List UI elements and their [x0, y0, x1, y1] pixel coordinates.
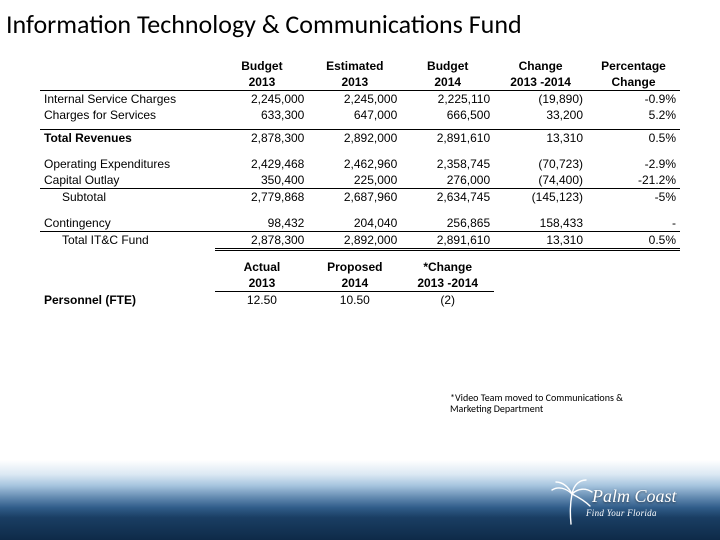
row-label: Capital Outlay [40, 172, 215, 189]
header2-row-2: 2013 2014 2013 -2014 [40, 275, 680, 292]
table-row: Contingency 98,432 204,040 256,865 158,4… [40, 215, 680, 232]
col-hdr: Proposed [308, 259, 401, 275]
col-hdr: Estimated [308, 58, 401, 74]
table-row: Capital Outlay 350,400 225,000 276,000 (… [40, 172, 680, 189]
col-hdr: Budget [401, 58, 494, 74]
col-hdr: Change [587, 74, 680, 91]
logo-slogan-text: Find Your Florida [586, 508, 657, 518]
subtotal-row: Subtotal 2,779,868 2,687,960 2,634,745 (… [40, 188, 680, 205]
row-label: Contingency [40, 215, 215, 232]
col-hdr: 2013 [215, 275, 308, 292]
col-hdr: 2014 [308, 275, 401, 292]
col-hdr: Budget [215, 58, 308, 74]
col-hdr: 2013 [215, 74, 308, 91]
logo-brand-text: Palm Coast [592, 486, 677, 507]
row-label: Total Revenues [40, 129, 215, 146]
row-label: Personnel (FTE) [40, 292, 215, 309]
palm-coast-logo: Palm Coast Find Your Florida [552, 478, 692, 534]
header-row-2: 2013 2013 2014 2013 -2014 Change [40, 74, 680, 91]
col-hdr: 2014 [401, 74, 494, 91]
header-row-1: Budget Estimated Budget Change Percentag… [40, 58, 680, 74]
col-hdr: 2013 -2014 [401, 275, 494, 292]
col-hdr: *Change [401, 259, 494, 275]
row-label: Internal Service Charges [40, 91, 215, 108]
row-label: Subtotal [40, 188, 215, 205]
col-hdr: Actual [215, 259, 308, 275]
col-hdr: Change [494, 58, 587, 74]
col-hdr: Percentage [587, 58, 680, 74]
footer-gradient: Palm Coast Find Your Florida [0, 460, 720, 540]
table-row: Operating Expenditures 2,429,468 2,462,9… [40, 156, 680, 172]
table-row: Internal Service Charges 2,245,000 2,245… [40, 91, 680, 108]
total-revenues-row: Total Revenues 2,878,300 2,892,000 2,891… [40, 129, 680, 146]
table-row: Charges for Services 633,300 647,000 666… [40, 107, 680, 123]
budget-table: Budget Estimated Budget Change Percentag… [40, 58, 680, 308]
footnote-text: *Video Team moved to Communications & Ma… [450, 392, 660, 414]
page-title: Information Technology & Communications … [0, 0, 720, 40]
header2-row-1: Actual Proposed *Change [40, 259, 680, 275]
total-fund-row: Total IT&C Fund 2,878,300 2,892,000 2,89… [40, 231, 680, 249]
row-label: Operating Expenditures [40, 156, 215, 172]
row-label: Total IT&C Fund [40, 231, 215, 249]
col-hdr: 2013 [308, 74, 401, 91]
col-hdr: 2013 -2014 [494, 74, 587, 91]
palm-tree-icon [546, 476, 596, 526]
row-label: Charges for Services [40, 107, 215, 123]
personnel-row: Personnel (FTE) 12.50 10.50 (2) [40, 292, 680, 309]
